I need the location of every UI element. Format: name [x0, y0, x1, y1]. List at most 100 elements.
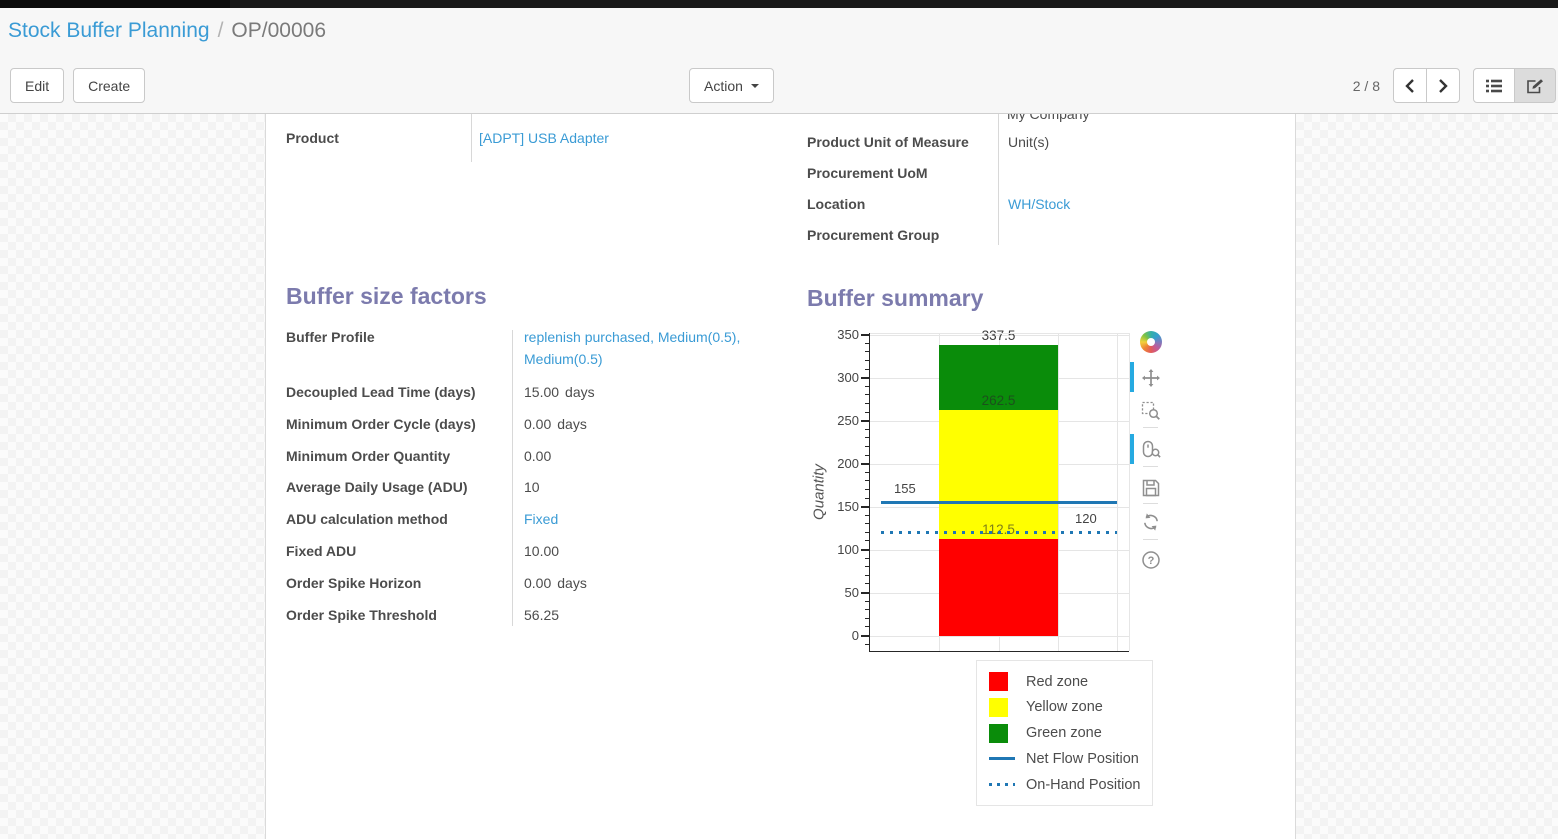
move-arrows-icon	[1142, 369, 1160, 387]
chevron-right-icon	[1439, 78, 1448, 93]
group-buffer-factors: Buffer Profile replenish purchased, Mediu…	[286, 326, 786, 630]
net-flow-position-line	[881, 500, 1117, 504]
list-view-button[interactable]	[1473, 68, 1515, 103]
pager: 2 / 8	[1353, 68, 1556, 103]
field-label: Product	[286, 130, 339, 146]
pager-next-button[interactable]	[1426, 68, 1460, 103]
box-zoom-tool-button[interactable]	[1140, 400, 1162, 422]
zone-top-label: 262.5	[981, 392, 1016, 408]
y-minor-tick	[865, 351, 869, 353]
x-gridline	[1058, 333, 1059, 651]
zone-green-zone	[939, 345, 1058, 410]
group-separator	[998, 114, 999, 245]
form-view-button[interactable]	[1514, 68, 1556, 103]
y-minor-tick	[865, 428, 869, 430]
field-label: Procurement Group	[807, 227, 940, 243]
y-tick-label: 200	[837, 455, 859, 471]
field-row: Average Daily Usage (ADU) 10	[286, 471, 786, 503]
reset-tool-button[interactable]	[1140, 511, 1162, 533]
help-tool-button[interactable]: ?	[1140, 549, 1162, 571]
pan-tool-button[interactable]	[1140, 367, 1162, 389]
field-value: 10.00	[524, 542, 560, 559]
active-tool-indicator	[1130, 362, 1134, 392]
field-label: Minimum Order Quantity	[286, 447, 451, 464]
y-minor-tick	[865, 574, 869, 576]
y-minor-tick	[865, 402, 869, 404]
y-minor-tick	[865, 480, 869, 482]
field-row: Order Spike Threshold 56.25	[286, 599, 786, 631]
field-label: Procurement UoM	[807, 165, 928, 181]
top-navbar	[0, 0, 1558, 8]
y-major-tick	[861, 420, 869, 422]
field-value: 10	[524, 479, 540, 496]
create-button[interactable]: Create	[73, 68, 146, 103]
field-label: Average Daily Usage (ADU)	[286, 479, 468, 496]
buffer-summary-chart: 112.5 262.5 337.5 0 50 100 150 200 250 300 350 155 1…	[804, 319, 1295, 819]
field-row: Product [ADPT] USB Adapter	[286, 122, 786, 154]
field-value-link[interactable]: WH/Stock	[1008, 196, 1071, 212]
field-value-link[interactable]: [ADPT] USB Adapter	[479, 130, 609, 146]
plot-frame-right	[1129, 333, 1130, 651]
field-row: Product Unit of Measure Unit(s)	[807, 126, 1295, 157]
bokeh-logo-icon[interactable]	[1140, 331, 1162, 353]
legend-item: On-Hand Position	[989, 774, 1146, 795]
floppy-save-icon	[1142, 479, 1160, 497]
y-tick-label: 250	[837, 412, 859, 428]
edit-button[interactable]: Edit	[10, 68, 65, 103]
clipped-field-value: My Company	[1007, 114, 1287, 125]
field-value-link[interactable]: replenish purchased, Medium(0.5), Medium…	[524, 329, 741, 367]
pager-counter: 2 / 8	[1352, 77, 1380, 94]
active-tool-indicator	[1130, 434, 1134, 464]
line-value-label: 155	[894, 481, 916, 497]
field-label: Minimum Order Cycle (days)	[286, 415, 476, 432]
toolbar-divider	[1143, 539, 1158, 540]
y-tick-label: 350	[837, 326, 859, 342]
save-tool-button[interactable]	[1140, 477, 1162, 499]
field-row: Minimum Order Cycle (days) 0.00 days	[286, 408, 786, 440]
y-minor-tick	[865, 471, 869, 473]
field-row: Order Spike Horizon 0.00 days	[286, 567, 786, 599]
group-product: Product [ADPT] USB Adapter	[286, 122, 786, 154]
list-icon	[1486, 79, 1502, 92]
field-row: Location WH/Stock	[807, 188, 1295, 219]
legend-label: Yellow zone	[1026, 699, 1103, 716]
zone-top-label: 112.5	[982, 521, 1015, 537]
field-label: ADU calculation method	[286, 511, 448, 528]
legend-swatch	[989, 697, 1016, 717]
field-row: Fixed ADU 10.00	[286, 535, 786, 567]
y-minor-tick	[865, 617, 869, 619]
pager-nav-group	[1393, 68, 1460, 103]
y-minor-tick	[865, 445, 869, 447]
y-minor-tick	[865, 540, 869, 542]
field-value: 15.00 days	[524, 384, 595, 400]
y-tick-label: 0	[851, 627, 859, 643]
section-title-buffer-summary: Buffer summary	[807, 285, 984, 311]
breadcrumb-parent-link[interactable]: Stock Buffer Planning	[8, 19, 210, 42]
y-minor-tick	[865, 411, 869, 413]
toolbar-divider	[1143, 466, 1158, 467]
field-row: Procurement Group	[807, 219, 1295, 250]
group-separator	[471, 114, 472, 162]
legend-swatch	[989, 783, 1016, 786]
y-tick-label: 300	[837, 369, 859, 385]
x-gridline	[1117, 333, 1118, 651]
field-value-link[interactable]: Fixed	[524, 511, 559, 528]
y-minor-tick	[865, 385, 869, 387]
y-minor-tick	[865, 360, 869, 361]
refresh-reset-icon	[1144, 513, 1158, 531]
wheel-zoom-icon	[1142, 440, 1161, 458]
y-major-tick	[861, 506, 869, 508]
navbar-menu-segment[interactable]	[0, 0, 230, 8]
action-dropdown-button[interactable]: Action	[689, 68, 774, 103]
zone-top-label: 337.5	[981, 328, 1016, 344]
line-value-label: 120	[1075, 511, 1097, 527]
y-minor-tick	[865, 583, 869, 585]
chart-plot-area[interactable]: 112.5 262.5 337.5 0 50 100 150 200 250 300 350 155 1…	[804, 319, 1164, 659]
wheel-zoom-tool-button[interactable]	[1140, 439, 1162, 461]
legend-item: Green zone	[989, 723, 1146, 744]
pager-previous-button[interactable]	[1393, 68, 1427, 103]
breadcrumb-separator: /	[217, 19, 224, 42]
y-minor-tick	[865, 342, 869, 344]
field-label: Location	[807, 196, 866, 212]
breadcrumb-current: OP/00006	[231, 19, 326, 42]
